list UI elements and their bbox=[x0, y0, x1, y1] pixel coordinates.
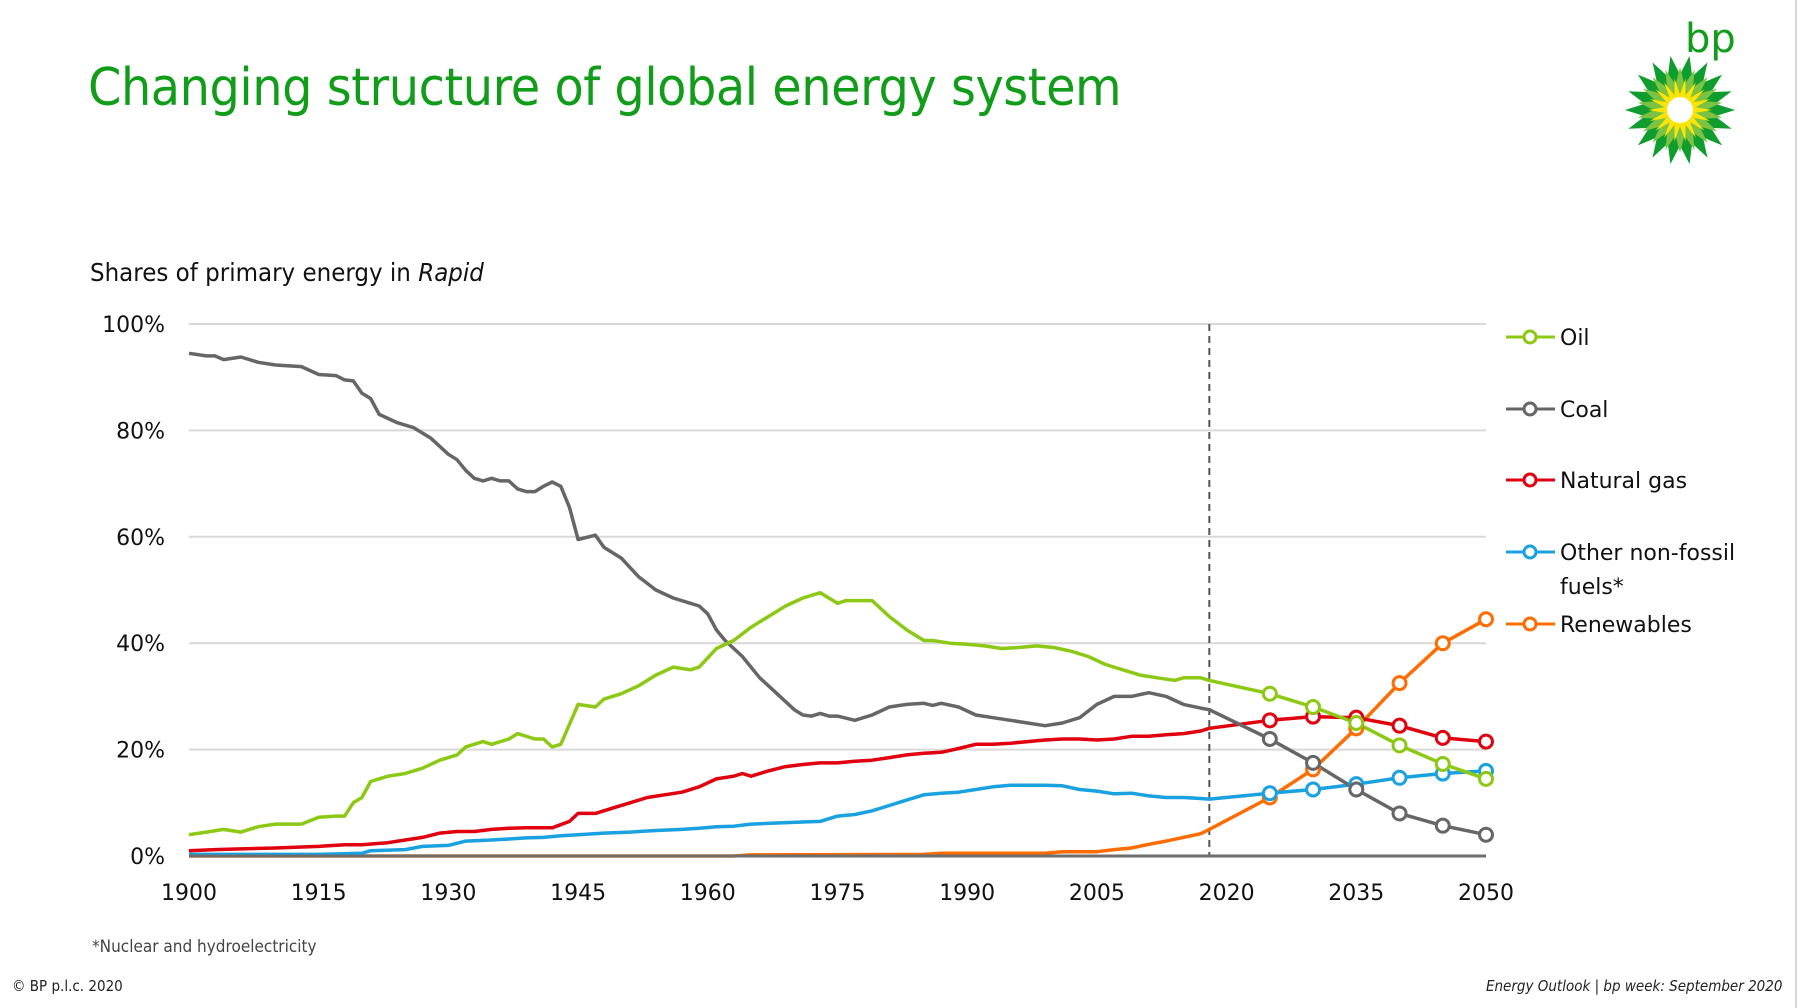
legend-item: Coal bbox=[1506, 398, 1608, 423]
legend-item: Other non-fossil fuels* bbox=[1506, 541, 1735, 600]
data-point-marker bbox=[1261, 685, 1278, 702]
data-point-marker bbox=[1348, 781, 1365, 798]
bp-logo: bp bbox=[1625, 16, 1736, 165]
data-point-marker bbox=[1478, 611, 1494, 628]
data-point-marker bbox=[1391, 805, 1408, 822]
data-point-marker bbox=[1261, 730, 1278, 747]
y-tick-label: 100% bbox=[102, 313, 165, 338]
data-point-marker bbox=[1261, 785, 1278, 802]
x-tick-label: 1990 bbox=[939, 881, 995, 906]
copyright: © BP p.l.c. 2020 bbox=[12, 977, 123, 995]
chart-subtitle: Shares of primary energy in Rapid bbox=[90, 258, 484, 287]
chart-legend: Oil Coal Natural gas Other non-fossil fuels*… bbox=[1506, 326, 1735, 638]
data-point-marker bbox=[1261, 712, 1278, 729]
data-point-marker bbox=[1305, 754, 1322, 771]
source-note: Energy Outlook | bp week: September 2020 bbox=[1485, 977, 1782, 995]
x-tick-label: 1975 bbox=[810, 881, 866, 906]
legend-label: Natural gas bbox=[1560, 469, 1687, 494]
series-line-renewables bbox=[189, 617, 1487, 858]
y-tick-label: 0% bbox=[130, 845, 165, 870]
legend-marker bbox=[1522, 401, 1538, 417]
x-tick-label: 1930 bbox=[420, 881, 476, 906]
data-point-marker bbox=[1478, 826, 1494, 843]
slide-title: Changing structure of global energy syst… bbox=[88, 58, 1122, 118]
legend-label: Other non-fossil bbox=[1560, 541, 1735, 566]
data-point-marker bbox=[1434, 817, 1451, 834]
legend-marker bbox=[1522, 472, 1538, 488]
helios-icon bbox=[1625, 55, 1735, 165]
x-tick-label: 1960 bbox=[680, 881, 736, 906]
slide-border bbox=[1795, 0, 1797, 1008]
logo-petal bbox=[1675, 67, 1685, 110]
x-tick-label: 1915 bbox=[291, 881, 347, 906]
legend-item: Natural gas bbox=[1506, 469, 1687, 494]
y-tick-label: 20% bbox=[116, 739, 165, 764]
legend-marker bbox=[1522, 544, 1538, 560]
data-point-marker bbox=[1305, 781, 1322, 798]
data-point-marker bbox=[1348, 715, 1365, 731]
data-point-marker bbox=[1434, 635, 1451, 652]
y-tick-label: 80% bbox=[116, 419, 165, 444]
data-point-marker bbox=[1391, 675, 1408, 692]
y-tick-label: 40% bbox=[116, 632, 165, 657]
x-tick-label: 2050 bbox=[1458, 881, 1514, 906]
x-axis-ticks: 1900 1915 1930 1945 1960 1975 1990 2005 2020 2035… bbox=[161, 881, 1514, 906]
series-line-natural-gas bbox=[188, 714, 1487, 853]
legend-item: Oil bbox=[1506, 326, 1590, 351]
x-tick-label: 2020 bbox=[1199, 881, 1255, 906]
data-point-marker bbox=[1391, 769, 1408, 786]
data-point-marker bbox=[1391, 717, 1408, 734]
footnote: *Nuclear and hydroelectricity bbox=[92, 937, 317, 957]
series-line-coal bbox=[188, 351, 1487, 837]
data-point-marker bbox=[1305, 699, 1322, 716]
data-point-marker bbox=[1434, 729, 1451, 746]
x-tick-label: 2035 bbox=[1328, 881, 1384, 906]
gridlines bbox=[189, 323, 1486, 751]
bp-logo-text: bp bbox=[1685, 16, 1736, 62]
x-tick-label: 1945 bbox=[550, 881, 606, 906]
logo-petal bbox=[1675, 110, 1685, 153]
legend-item: Renewables bbox=[1506, 613, 1692, 638]
legend-marker bbox=[1522, 329, 1538, 345]
series-lines bbox=[188, 351, 1494, 858]
legend-marker bbox=[1522, 616, 1538, 632]
legend-label-cont: fuels* bbox=[1560, 575, 1624, 600]
x-tick-label: 2005 bbox=[1069, 881, 1125, 906]
y-axis-ticks: 0% 20% 40% 60% 80% 100% bbox=[102, 313, 165, 870]
data-point-marker bbox=[1434, 755, 1451, 772]
subtitle-prefix: Shares of primary energy in bbox=[90, 258, 419, 287]
legend-label: Coal bbox=[1560, 398, 1608, 423]
legend-label: Oil bbox=[1560, 326, 1590, 351]
legend-label: Renewables bbox=[1560, 613, 1692, 638]
data-point-marker bbox=[1478, 770, 1494, 787]
series-line-oil bbox=[188, 590, 1487, 837]
series-line-other-non-fossil-fuels bbox=[189, 769, 1487, 857]
y-tick-label: 60% bbox=[116, 526, 165, 551]
subtitle-scenario: Rapid bbox=[418, 258, 484, 287]
data-point-marker bbox=[1478, 733, 1494, 750]
x-tick-label: 1900 bbox=[161, 881, 217, 906]
data-point-marker bbox=[1391, 737, 1408, 754]
